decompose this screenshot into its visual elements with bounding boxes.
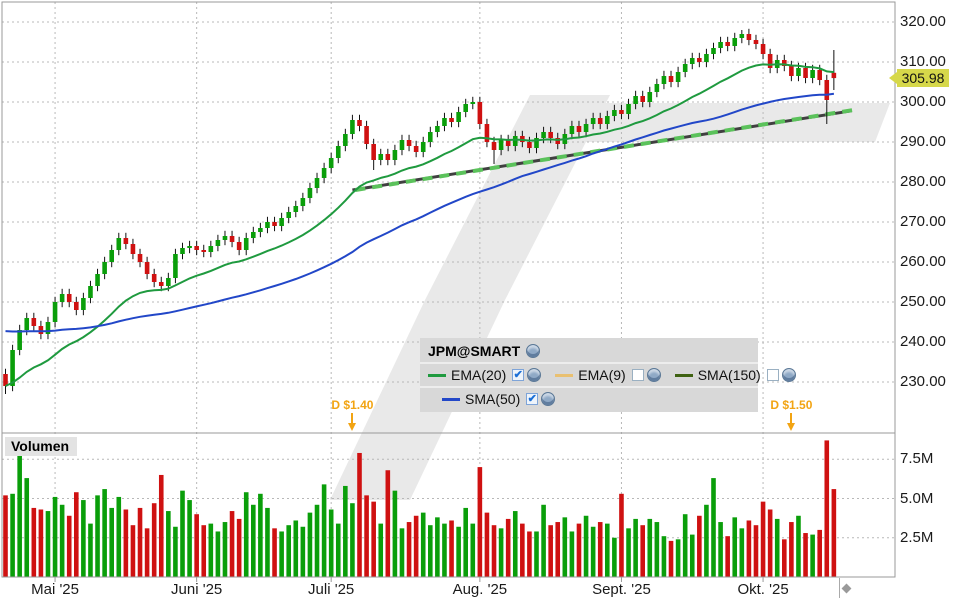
indicator-legend: JPM@SMART EMA(20) ✔ EMA(9) SMA(150) bbox=[420, 338, 796, 412]
sma50-checkbox[interactable]: ✔ bbox=[526, 393, 539, 405]
dividend-arrow-icon bbox=[787, 413, 796, 431]
legend-item-sma50: SMA(50) ✔ bbox=[442, 391, 556, 407]
dividend-label: D $1.40 bbox=[331, 398, 374, 412]
globe-icon[interactable] bbox=[646, 368, 661, 382]
dividend-marker: D $1.50 bbox=[751, 398, 831, 432]
price-tick-label: 290.00 bbox=[900, 133, 946, 150]
month-label: Mai '25 bbox=[31, 581, 79, 598]
price-tick-label: 310.00 bbox=[900, 53, 946, 70]
dividend-marker: D $1.40 bbox=[312, 398, 392, 432]
sma150-swatch bbox=[674, 373, 693, 377]
legend-indicator-row: EMA(20) ✔ EMA(9) SMA(150) bbox=[420, 364, 796, 388]
sma150-label: SMA(150) bbox=[697, 367, 761, 383]
sma50-label: SMA(50) bbox=[465, 391, 521, 407]
globe-icon[interactable] bbox=[541, 392, 556, 406]
globe-icon[interactable] bbox=[781, 368, 796, 382]
price-tick-label: 260.00 bbox=[900, 253, 946, 270]
legend-item-ema9: EMA(9) bbox=[555, 367, 661, 383]
dividend-label: D $1.50 bbox=[770, 398, 813, 412]
symbol-label: JPM@SMART bbox=[428, 343, 521, 359]
legend-title-row: JPM@SMART bbox=[420, 340, 758, 364]
globe-icon[interactable] bbox=[527, 368, 542, 382]
candles bbox=[3, 28, 837, 394]
volume-bars bbox=[3, 438, 837, 577]
ema9-checkbox[interactable] bbox=[631, 369, 644, 381]
watermark-logo bbox=[330, 95, 890, 500]
month-label: Aug. '25 bbox=[452, 581, 508, 598]
globe-icon[interactable] bbox=[526, 344, 541, 358]
sma150-checkbox[interactable] bbox=[766, 369, 779, 381]
price-tick-label: 280.00 bbox=[900, 173, 946, 190]
month-label: Juni '25 bbox=[171, 581, 223, 598]
legend-indicator-row2: SMA(50) ✔ bbox=[420, 388, 758, 410]
legend-item-sma150: SMA(150) bbox=[674, 367, 796, 383]
price-tick-label: 270.00 bbox=[900, 213, 946, 230]
volume-tick-label: 5.0M bbox=[900, 489, 934, 507]
price-tick-label: 230.00 bbox=[900, 373, 946, 390]
price-tick-label: 320.00 bbox=[900, 13, 946, 30]
sma50-swatch bbox=[442, 397, 460, 401]
panel-borders bbox=[1, 1, 896, 582]
ema9-label: EMA(9) bbox=[578, 367, 626, 383]
ema9-swatch bbox=[555, 373, 574, 377]
volume-panel-title: Volumen bbox=[5, 437, 78, 456]
month-label: Okt. '25 bbox=[737, 581, 789, 598]
indicator-line-sma50 bbox=[5, 92, 835, 333]
month-label: Sept. '25 bbox=[592, 581, 651, 598]
price-tick-label: 300.00 bbox=[900, 93, 946, 110]
indicator-line-ema20 bbox=[5, 63, 834, 387]
price-tick-label: 240.00 bbox=[900, 333, 946, 350]
last-price-tag: 305.98 bbox=[889, 69, 949, 88]
ema20-swatch bbox=[428, 373, 446, 377]
price-tick-label: 250.00 bbox=[900, 293, 946, 310]
axis-divider bbox=[839, 578, 840, 598]
ema20-checkbox[interactable]: ✔ bbox=[512, 369, 525, 381]
ema20-label: EMA(20) bbox=[451, 367, 507, 383]
volume-tick-label: 2.5M bbox=[900, 528, 934, 546]
dividend-arrow-icon bbox=[348, 413, 357, 431]
volume-tick-label: 7.5M bbox=[900, 450, 934, 468]
month-label: Juli '25 bbox=[308, 581, 355, 598]
legend-item-ema20: EMA(20) ✔ bbox=[428, 367, 542, 383]
